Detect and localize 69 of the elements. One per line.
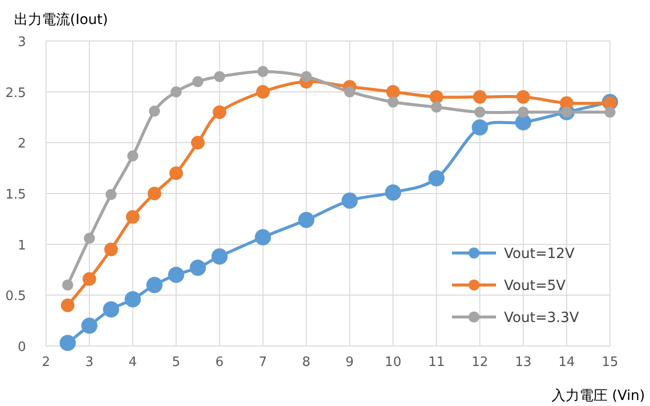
point xyxy=(106,189,117,200)
point xyxy=(60,334,76,352)
point xyxy=(211,248,228,265)
point xyxy=(146,276,163,294)
point xyxy=(430,90,444,104)
x-tick-label: 3 xyxy=(85,355,94,370)
point xyxy=(168,266,184,283)
point xyxy=(212,105,226,119)
point xyxy=(62,280,74,290)
x-tick-label: 14 xyxy=(558,355,575,370)
point xyxy=(428,170,445,186)
x-tick-label: 4 xyxy=(128,355,137,370)
x-axis-title: 入力電圧 (Vin) xyxy=(552,388,645,404)
x-tick-label: 11 xyxy=(428,355,445,370)
y-tick-label: 2.5 xyxy=(5,86,26,101)
point xyxy=(257,66,268,77)
point xyxy=(169,166,183,180)
point xyxy=(604,106,616,118)
legend-label: Vout=3.3V xyxy=(504,310,580,326)
point xyxy=(60,298,74,312)
point xyxy=(342,192,358,209)
point xyxy=(170,86,182,98)
y-tick-label: 0.5 xyxy=(5,289,26,304)
point xyxy=(300,71,312,82)
y-tick-label: 1 xyxy=(18,238,26,254)
point xyxy=(254,229,272,246)
y-tick-label: 2 xyxy=(18,136,26,152)
point xyxy=(298,212,314,228)
point xyxy=(430,102,442,113)
point xyxy=(104,242,118,256)
point xyxy=(473,90,487,104)
point xyxy=(344,86,356,98)
legend-label: Vout=5V xyxy=(504,278,566,294)
x-tick-label: 15 xyxy=(602,355,618,370)
point xyxy=(84,232,95,244)
x-tick-label: 5 xyxy=(172,355,180,370)
point xyxy=(81,318,98,334)
point xyxy=(124,291,141,308)
point xyxy=(384,184,402,201)
point xyxy=(102,301,120,318)
y-tick-label: 0 xyxy=(18,340,26,355)
y-axis-title: 出力電流(Iout) xyxy=(14,12,108,28)
point xyxy=(148,186,162,200)
x-tick-label: 2 xyxy=(42,355,50,370)
point xyxy=(126,210,140,224)
point xyxy=(214,71,226,82)
x-tick-label: 6 xyxy=(215,355,224,370)
legend-label: Vout=12V xyxy=(504,246,575,262)
x-tick-label: 10 xyxy=(384,355,402,370)
point xyxy=(516,90,530,104)
x-tick-label: 9 xyxy=(346,355,354,370)
point xyxy=(148,106,160,117)
point xyxy=(386,85,400,99)
point xyxy=(474,106,486,118)
y-tick-label: 1.5 xyxy=(5,188,26,202)
point xyxy=(256,85,270,99)
x-tick-label: 8 xyxy=(302,355,310,370)
point xyxy=(127,150,138,162)
point xyxy=(190,260,206,276)
point xyxy=(472,119,488,136)
point xyxy=(191,136,205,150)
x-tick-label: 13 xyxy=(514,355,532,370)
y-tick-label: 3 xyxy=(18,35,26,50)
point xyxy=(518,106,529,118)
x-tick-label: 7 xyxy=(258,355,268,370)
point xyxy=(388,96,399,108)
point xyxy=(192,76,204,88)
x-tick-label: 12 xyxy=(472,355,488,370)
point xyxy=(82,272,96,286)
